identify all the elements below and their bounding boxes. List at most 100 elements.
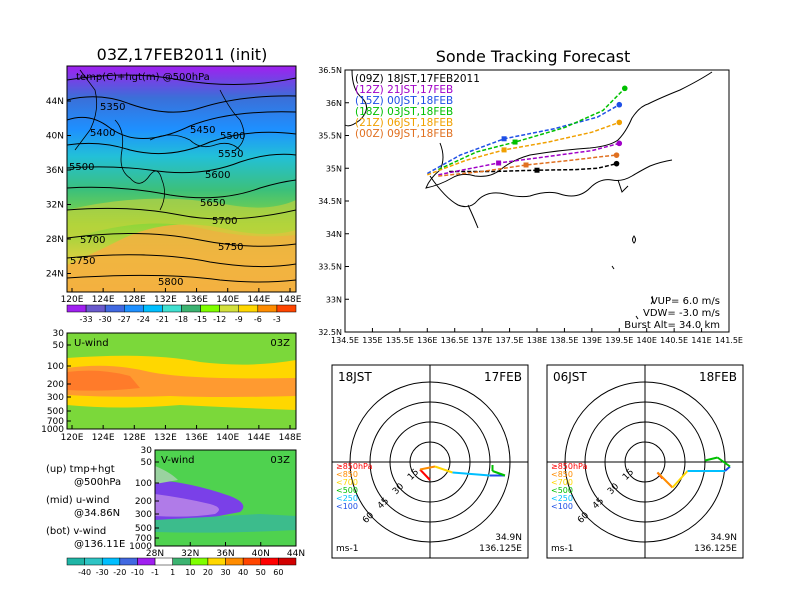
wind-colorbar-swatch bbox=[119, 557, 138, 566]
temp-colorbar-swatch bbox=[104, 304, 125, 313]
map-y-tick-label: 32N bbox=[46, 201, 64, 211]
track-x-tick-label: 140.5E bbox=[660, 336, 688, 345]
burst-altitude-annotation: Burst Alt= 34.0 km bbox=[624, 320, 720, 331]
hodograph-segment bbox=[671, 470, 689, 489]
hodograph-legend-entry: <100 bbox=[551, 502, 573, 511]
map-y-tick-label: 40N bbox=[46, 132, 64, 142]
hodograph-segment bbox=[434, 465, 453, 474]
temp-colorbar-swatch bbox=[162, 304, 182, 313]
v-y-tick-label: 200 bbox=[135, 497, 152, 507]
hodograph-legend-entry: <500 bbox=[551, 486, 573, 495]
contour-label: 5500 bbox=[220, 131, 245, 142]
tracking-map-panel: (09Z) 18JST,17FEB2011(12Z) 21JST,17FEB(1… bbox=[344, 69, 730, 333]
track-burst-point bbox=[621, 85, 628, 92]
contour-label: 5650 bbox=[200, 198, 225, 209]
track-x-tick-label: 141E bbox=[691, 336, 711, 345]
track-burst-point bbox=[613, 152, 620, 158]
track-legend-entry: (15Z) 00JST,18FEB bbox=[355, 95, 453, 107]
track-marker bbox=[523, 162, 529, 168]
track-legend-entry: (00Z) 09JST,18FEB bbox=[355, 128, 453, 140]
u-wind-x-ticks: 120E 124E 128E 132E 136E 140E 144E 148E bbox=[61, 425, 302, 443]
track-y-tick-label: 34N bbox=[326, 230, 342, 239]
wind-colorbar-swatch bbox=[260, 557, 279, 566]
note-mid-line2: @34.86N bbox=[74, 508, 120, 519]
vup-annotation: VUP= 6.0 m/s bbox=[651, 296, 720, 307]
wind-colorbar-swatch bbox=[278, 557, 297, 566]
note-bot-line2: @136.11E bbox=[74, 539, 125, 550]
u-x-tick-label: 132E bbox=[154, 433, 177, 443]
hodograph-right-label: 17FEB bbox=[484, 370, 522, 384]
wind-colorbar-label: 1 bbox=[170, 568, 175, 577]
wind-colorbar-label: -30 bbox=[96, 568, 109, 577]
temp-colorbar-label: -33 bbox=[80, 315, 93, 324]
track-line bbox=[437, 87, 626, 171]
wind-colorbar-label: 20 bbox=[203, 568, 213, 577]
temp-colorbar-label: -21 bbox=[156, 315, 169, 324]
track-x-tick-label: 134.5E bbox=[331, 336, 359, 345]
v-wind-panel: V-wind 03Z bbox=[154, 449, 297, 547]
map-x-tick-label: 140E bbox=[216, 295, 239, 305]
u-wind-panel: U-wind 03Z bbox=[66, 332, 297, 430]
v-y-tick-label: 1000 bbox=[129, 542, 152, 552]
u-x-tick-label: 120E bbox=[61, 433, 84, 443]
hodograph-legend-entry: <850 bbox=[551, 470, 573, 479]
temp-colorbar-swatch bbox=[238, 304, 259, 313]
v-x-tick-label: 44N bbox=[287, 549, 305, 559]
temp-colorbar-label: -18 bbox=[175, 315, 188, 324]
track-x-tick-label: 136E bbox=[417, 336, 437, 345]
hodograph-segment bbox=[724, 465, 731, 472]
track-marker bbox=[501, 147, 507, 153]
note-mid-line1: (mid) u-wind bbox=[46, 495, 109, 506]
map-x-tick-label: 120E bbox=[61, 295, 84, 305]
temp-colorbar-label: -27 bbox=[118, 315, 131, 324]
v-y-tick-label: 100 bbox=[135, 479, 152, 489]
hodograph-segment bbox=[704, 456, 718, 462]
map-x-tick-label: 128E bbox=[123, 295, 146, 305]
track-burst-point bbox=[616, 140, 623, 147]
hodograph-segment bbox=[419, 465, 436, 471]
contour-label: 5400 bbox=[90, 128, 115, 139]
track-marker bbox=[512, 139, 518, 145]
hodograph-legend-entry: <700 bbox=[551, 478, 573, 487]
track-y-tick-label: 35N bbox=[326, 164, 342, 173]
temp-colorbar-swatch bbox=[85, 304, 106, 313]
map-x-tick-label: 144E bbox=[247, 295, 270, 305]
track-legend-entry: (09Z) 18JST,17FEB2011 bbox=[355, 73, 480, 85]
japan-coastline bbox=[344, 69, 713, 320]
hodograph-lat: 34.9N bbox=[495, 533, 522, 543]
launch-parameters: VUP= 6.0 m/s VDW= -3.0 m/s Burst Alt= 34… bbox=[624, 296, 720, 331]
track-line bbox=[449, 162, 617, 173]
wind-colorbar-label: 50 bbox=[256, 568, 266, 577]
track-line bbox=[427, 121, 620, 176]
track-marker bbox=[496, 160, 502, 166]
track-x-tick-label: 136.5E bbox=[441, 336, 469, 345]
hodograph-units: ms-1 bbox=[336, 544, 358, 554]
temp-colorbar-label: -15 bbox=[194, 315, 207, 324]
track-x-tick-label: 138.5E bbox=[550, 336, 578, 345]
note-up-line2: @500hPa bbox=[74, 477, 121, 488]
track-x-tick-label: 139E bbox=[582, 336, 602, 345]
contour-label: 5450 bbox=[190, 125, 215, 136]
contour-label: 5750 bbox=[218, 242, 243, 253]
contour-label: 5350 bbox=[100, 102, 125, 113]
u-y-tick-label: 500 bbox=[47, 407, 64, 417]
hodograph-units: ms-1 bbox=[551, 544, 573, 554]
track-x-tick-label: 141.5E bbox=[715, 336, 743, 345]
track-legend-entry: (18Z) 03JST,18FEB bbox=[355, 106, 453, 118]
temp-colorbar-swatch bbox=[181, 304, 201, 313]
sonde-tracks bbox=[426, 85, 628, 177]
u-y-tick-label: 700 bbox=[47, 417, 64, 427]
map-panel-label: temp(C)+hgt(m) @500hPa bbox=[76, 72, 210, 83]
wind-colorbar-label: -10 bbox=[131, 568, 144, 577]
track-y-tick-label: 33.5N bbox=[318, 263, 342, 272]
hodograph-legend-entry: ≥850hPa bbox=[336, 462, 373, 471]
v-wind-x-ticks: 28N 32N 36N 40N 44N bbox=[146, 542, 305, 559]
hodograph-segment bbox=[419, 468, 431, 481]
temp-colorbar-label: -24 bbox=[137, 315, 150, 324]
wind-colorbar-swatch bbox=[84, 557, 103, 566]
v-x-tick-label: 40N bbox=[252, 549, 270, 559]
wind-colorbar-label: -40 bbox=[78, 568, 91, 577]
